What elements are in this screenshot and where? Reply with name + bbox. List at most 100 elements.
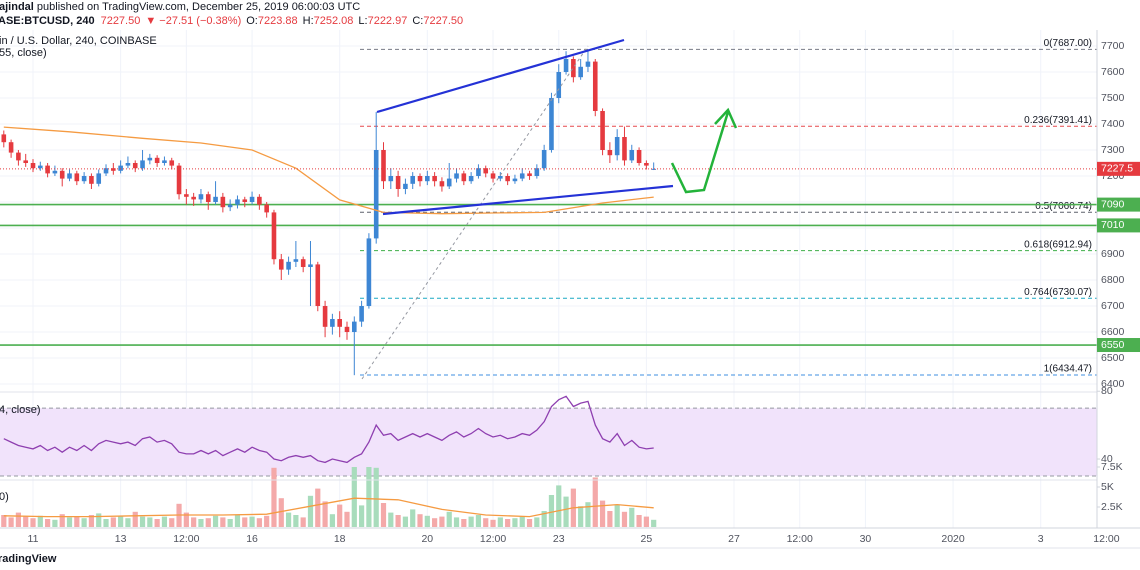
volume-bar	[227, 519, 233, 527]
y-tick-label: 7700	[1101, 40, 1125, 52]
volume-bar	[161, 516, 168, 527]
pane-title: in / U.S. Dollar, 240, COINBASE	[0, 35, 157, 47]
volume-bar	[541, 511, 547, 527]
h-label: H:	[303, 15, 314, 27]
volume-bar	[490, 519, 496, 527]
level-tag	[1097, 197, 1140, 212]
x-tick-label: 3	[1038, 533, 1044, 545]
x-tick-label: 18	[334, 533, 346, 545]
candle-body	[498, 176, 503, 179]
volume-bar	[439, 516, 445, 527]
candle-body	[235, 199, 240, 205]
candle-body	[337, 319, 342, 327]
candle-body	[249, 196, 255, 203]
rsi-legend: 4, close)	[0, 404, 41, 416]
volume-bar	[614, 504, 620, 527]
candle-body	[373, 150, 379, 239]
x-tick-label: 30	[860, 533, 872, 545]
volume-bar	[337, 504, 343, 527]
trend-line	[382, 184, 674, 216]
candle-body	[81, 176, 87, 182]
volume-bar	[1, 515, 7, 527]
drawings	[0, 38, 1097, 481]
volume-bar	[388, 512, 394, 527]
volume-bar	[329, 514, 335, 527]
candle-body	[622, 136, 627, 161]
candle-body	[527, 173, 532, 177]
candle-body	[59, 170, 65, 179]
x-tick-label: 12:00	[1093, 533, 1119, 545]
volume-bar	[432, 518, 438, 527]
y-tick-label: 6800	[1101, 274, 1125, 286]
candle-body	[651, 168, 656, 170]
volume-bar	[147, 517, 153, 527]
volume-bar	[52, 519, 58, 527]
volume-bar	[351, 467, 357, 527]
candle-body	[1, 134, 7, 143]
candle-body	[446, 178, 452, 187]
volume-bar	[96, 513, 102, 527]
axes: 11 13 12:00 16 18 20 12:00 23 25 27 12:00 30 2020 3 12…	[0, 30, 1140, 549]
publisher: ajindal	[0, 1, 34, 13]
candle-body	[23, 160, 29, 164]
y-tick-label: 6600	[1101, 326, 1125, 338]
volume-bar	[461, 519, 467, 527]
candle-body	[607, 150, 613, 156]
candle-body	[614, 136, 620, 156]
x-tick-label: 12:00	[173, 533, 199, 545]
volume-bar	[183, 512, 189, 527]
candle-body	[264, 204, 269, 213]
o-label: O:	[246, 15, 258, 27]
fib-label: 1(6434.47)	[1044, 364, 1092, 375]
candle-body	[184, 194, 189, 197]
last-price-tag	[1097, 161, 1140, 176]
volume-bar	[271, 467, 277, 527]
candle-body	[67, 173, 72, 179]
candle-body	[118, 165, 123, 171]
candle-body	[315, 264, 321, 307]
y-tick-label: 7500	[1101, 92, 1125, 104]
candle-body	[571, 58, 576, 78]
l-value: 7222.97	[368, 15, 408, 27]
x-tick-label: 20	[421, 533, 433, 545]
volume-bar	[66, 517, 73, 527]
volume-bar	[300, 517, 306, 527]
candle-body	[8, 142, 14, 153]
volume-bar	[81, 518, 87, 527]
fib-label: 0.618(6912.94)	[1024, 239, 1092, 250]
candle-body	[439, 181, 445, 187]
candle-body	[366, 238, 372, 307]
arrow-path	[670, 111, 730, 194]
x-tick-label: 13	[115, 533, 127, 545]
x-tick-label: 27	[728, 533, 740, 545]
y-tick-label: 5K	[1101, 481, 1114, 493]
candle-body	[432, 176, 437, 182]
x-tick-label: 16	[246, 533, 258, 545]
candle-body	[16, 152, 21, 161]
c-label: C:	[412, 15, 423, 27]
candle-body	[644, 163, 649, 166]
last-price-label: 7227.5	[1101, 163, 1133, 175]
candle-body	[176, 165, 182, 195]
volume-bar	[395, 515, 401, 527]
volume-bar	[205, 518, 211, 527]
volume-bar	[242, 517, 248, 527]
y-tick-label: 7400	[1101, 118, 1125, 130]
candle-body	[205, 194, 211, 203]
volume-bar	[198, 519, 204, 527]
change: ▼ −27.51 (−0.38%)	[145, 15, 241, 27]
y-tick-label: 6900	[1101, 248, 1125, 260]
volume-bar	[512, 518, 518, 527]
candle-body	[213, 196, 218, 203]
line-series	[3, 395, 654, 464]
rsi-band	[0, 408, 1097, 476]
candle-body	[89, 176, 94, 184]
volume-bar	[278, 498, 284, 527]
candle-body	[359, 306, 364, 322]
candle-body	[512, 178, 518, 182]
candle-body	[351, 321, 357, 333]
volume-bar	[37, 515, 43, 527]
fib-label: 0(7687.00)	[1044, 38, 1092, 49]
